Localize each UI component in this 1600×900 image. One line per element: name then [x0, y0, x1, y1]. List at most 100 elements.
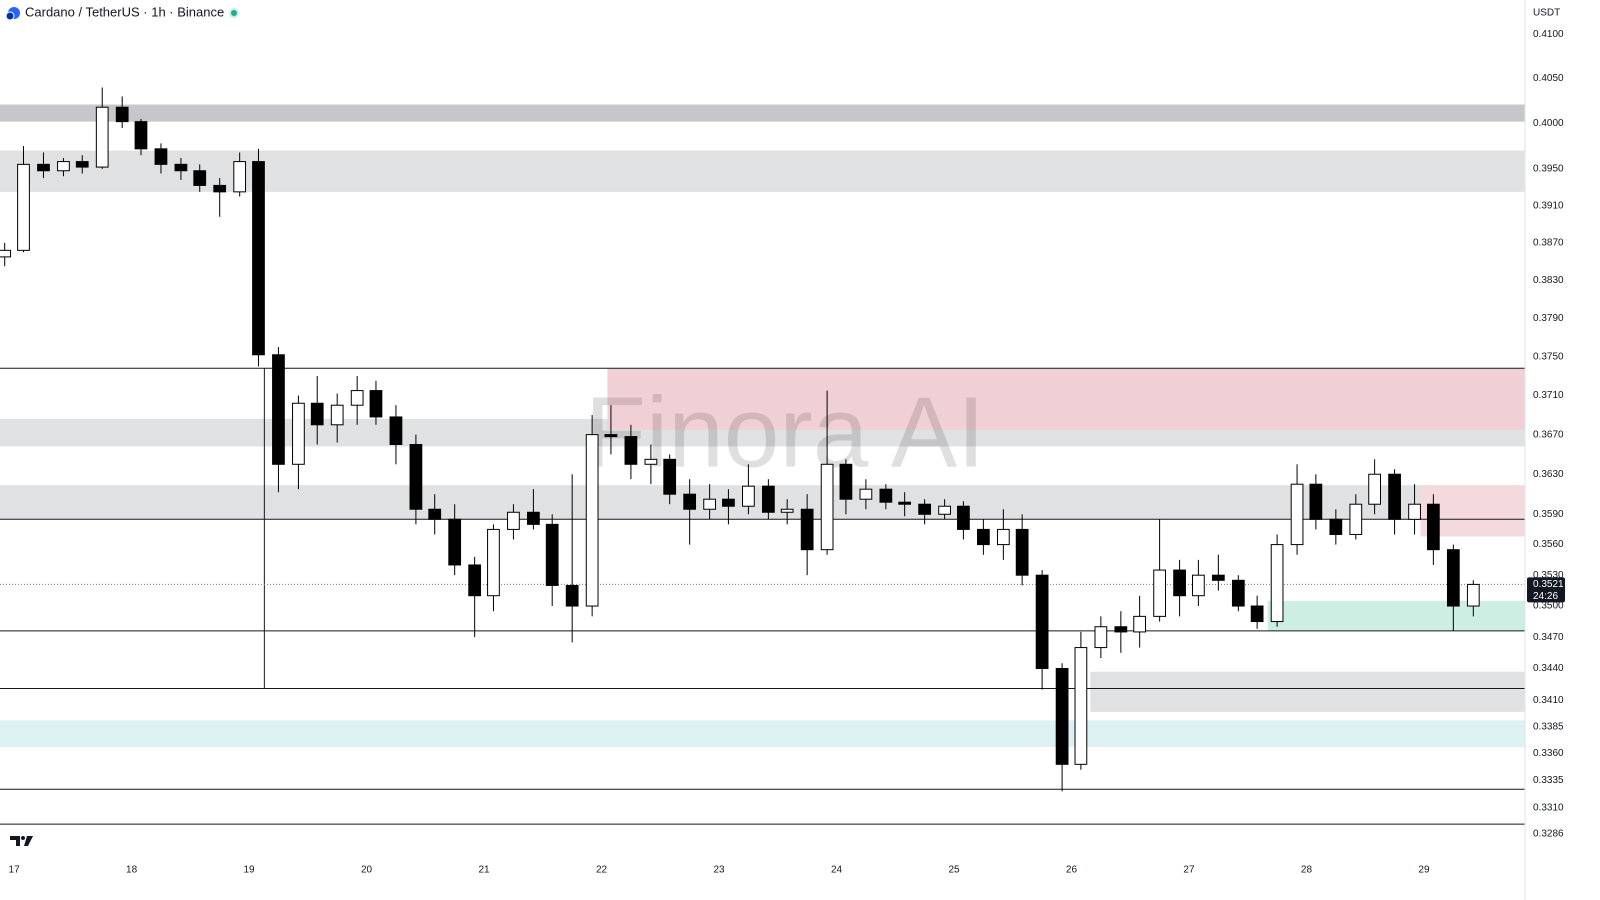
zone [607, 368, 1525, 430]
y-tick-label: 0.3470 [1533, 632, 1564, 643]
candle-body [1329, 518, 1343, 535]
x-tick-label: 19 [244, 865, 256, 876]
chart-title: Cardano / TetherUS · 1h · Binance [25, 4, 224, 19]
candle-body [527, 511, 540, 525]
candle-body [918, 503, 932, 515]
y-tick-label: 0.3790 [1533, 313, 1564, 324]
x-tick-label: 26 [1066, 865, 1078, 876]
candle-body [1349, 503, 1363, 535]
y-tick-label: 0.3590 [1533, 509, 1564, 520]
candle-body [604, 434, 618, 438]
y-tick-label: 0.3750 [1533, 351, 1564, 362]
candle-body [762, 485, 775, 513]
x-tick-label: 22 [596, 865, 608, 876]
candle-body [585, 434, 599, 607]
x-tick-label: 27 [1183, 865, 1195, 876]
candle-body [193, 170, 207, 186]
candle-body [624, 436, 638, 465]
candle-body [565, 584, 579, 607]
logo-part [10, 836, 20, 846]
x-tick-label: 28 [1301, 865, 1313, 876]
candle-body [859, 488, 873, 500]
candle-body [1250, 605, 1264, 623]
y-tick-label: 0.3286 [1533, 829, 1564, 840]
candle-body [879, 488, 893, 503]
candle-body [507, 511, 520, 530]
candle-body [898, 501, 912, 505]
candle-body [213, 184, 227, 193]
price-tag-label: 0.3521 [1533, 579, 1564, 590]
candle-body [17, 163, 30, 251]
y-tick-label: 0.3360 [1533, 748, 1564, 759]
candle-body [800, 508, 814, 551]
candle-body [350, 390, 364, 406]
candle-body [1368, 473, 1381, 505]
y-tick-label: 0.4100 [1533, 29, 1564, 40]
candle-body [938, 505, 951, 515]
candle-body [1192, 574, 1205, 597]
y-tick-label: 0.3870 [1533, 237, 1564, 248]
zone [1267, 600, 1525, 631]
zone [0, 150, 1525, 192]
y-tick-label: 0.3710 [1533, 390, 1564, 401]
candle-body [233, 161, 247, 193]
candle-body [1055, 668, 1069, 765]
y-tick-label: 0.3500 [1533, 601, 1564, 612]
candle-body [663, 458, 677, 495]
price-tag-countdown: 24:26 [1533, 591, 1558, 602]
candle-body [252, 161, 265, 356]
x-tick-label: 29 [1418, 865, 1430, 876]
x-tick-label: 25 [948, 865, 960, 876]
x-tick-label: 21 [478, 865, 490, 876]
x-tick-label: 18 [126, 865, 138, 876]
candle-body [1446, 549, 1460, 607]
y-tick-label: 0.3385 [1533, 721, 1564, 732]
candle-body [330, 404, 344, 426]
tv-logo [10, 836, 33, 846]
candle-body [134, 121, 148, 150]
candle-body [1074, 647, 1088, 765]
candle-body [115, 106, 129, 123]
logo-part [24, 836, 33, 846]
candle-body [428, 508, 442, 520]
y-tick-label: 0.4050 [1533, 73, 1564, 84]
status-dot [231, 10, 237, 16]
candle-body [1290, 483, 1304, 546]
candle-body [1015, 528, 1029, 576]
candle-body [780, 508, 794, 513]
y-tick-label: 0.3560 [1533, 539, 1564, 550]
x-tick-label: 24 [831, 865, 843, 876]
y-tick-label: 0.3910 [1533, 200, 1564, 211]
symbol-icon-small [5, 11, 15, 21]
candle-body [1309, 483, 1323, 520]
candle-body [409, 443, 423, 510]
candle-body [722, 498, 735, 507]
candle-body [369, 390, 383, 418]
candle-body [1153, 569, 1166, 617]
candle-body [1173, 569, 1186, 597]
candle-body [95, 106, 109, 168]
candle-body [37, 163, 50, 172]
candle-body [174, 163, 188, 172]
price-tag [1527, 577, 1565, 603]
candle-body [310, 402, 324, 426]
zone [0, 720, 1525, 748]
candle-body [389, 416, 403, 445]
zone [1090, 671, 1525, 712]
candle-body [1035, 574, 1049, 670]
y-tick-label: 0.3530 [1533, 570, 1564, 581]
candle-body [683, 493, 697, 510]
plot-area: Finora AI [0, 87, 1525, 825]
candle-body [1466, 583, 1480, 607]
candle-body [996, 528, 1010, 546]
candle-body [1270, 544, 1284, 623]
candle-body [977, 528, 990, 546]
candle-body [57, 161, 70, 172]
candle-body [468, 564, 482, 597]
currency-label: USDT [1533, 8, 1560, 19]
zone [0, 104, 1525, 122]
candle-body [1094, 626, 1108, 649]
candle-body [75, 161, 89, 168]
